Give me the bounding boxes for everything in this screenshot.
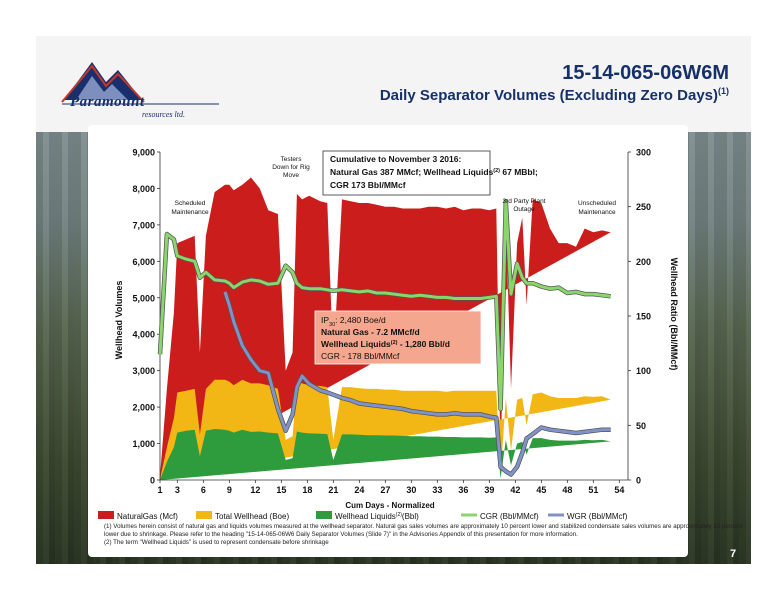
x-tick-label: 24 [354, 485, 364, 495]
y-tick-label: 4,000 [132, 330, 155, 340]
svg-text:Move: Move [283, 172, 299, 179]
y2-tick-label: 150 [636, 312, 651, 322]
y-tick-label: 7,000 [132, 220, 155, 230]
wellhead-liquids-area [160, 429, 611, 480]
y-tick-label: 2,000 [132, 403, 155, 413]
svg-text:WGR (Bbl/MMcf): WGR (Bbl/MMcf) [567, 512, 628, 521]
annotation-third-party-outage: 3rd Party Plant Outage [503, 198, 546, 213]
x-tick-label: 9 [227, 485, 232, 495]
svg-text:Outage: Outage [513, 206, 535, 213]
y2-tick-label: 200 [636, 257, 651, 267]
slide-header: Paramount resources ltd. 15-14-065-06W6M… [36, 36, 751, 132]
y2-tick-label: 100 [636, 366, 651, 376]
legend-item-natural-gas: NaturalGas (Mcf) [98, 511, 178, 521]
svg-text:Down for Rig: Down for Rig [272, 164, 310, 171]
svg-text:IP30: 2,480 Boe/d: IP30: 2,480 Boe/d [321, 315, 386, 328]
wgr-line [222, 291, 611, 477]
y2-tick-label: 0 [636, 476, 641, 486]
wgr-line-stroke [223, 291, 611, 476]
y2-axis-label: Wellhead Ratio (Bbl/MMcf) [669, 258, 679, 371]
y-tick-label: 1,000 [132, 439, 155, 449]
x-tick-label: 12 [250, 485, 260, 495]
x-tick-label: 18 [302, 485, 312, 495]
svg-text:Maintenance: Maintenance [578, 209, 616, 216]
x-tick-label: 54 [614, 485, 624, 495]
company-logo [61, 62, 219, 105]
ip30-callout: IP30: 2,480 Boe/d Natural Gas - 7.2 MMcf… [314, 310, 482, 365]
x-tick-label: 6 [201, 485, 206, 495]
y-tick-label: 8,000 [132, 184, 155, 194]
y-tick-label: 9,000 [132, 148, 155, 158]
x-tick-label: 21 [328, 485, 338, 495]
cgr-line [157, 198, 611, 412]
annotation-scheduled-maintenance: Scheduled Maintenance [171, 200, 209, 216]
x-tick-label: 27 [380, 485, 390, 495]
svg-text:Wellhead Liquids(2) - 1,280 Bb: Wellhead Liquids(2) - 1,280 Bbl/d [321, 339, 450, 349]
y2-tick-label: 300 [636, 148, 651, 158]
slide-title: 15-14-065-06W6M [562, 62, 729, 84]
legend: NaturalGas (Mcf) Total Wellhead (Boe) We… [98, 511, 628, 521]
x-tick-label: 48 [562, 485, 572, 495]
x-axis-label: Cum Days - Normalized [345, 501, 434, 510]
y-tick-label: 6,000 [132, 257, 155, 267]
x-tick-label: 1 [157, 485, 162, 495]
annotation-testers: Testers Down for Rig Move [272, 156, 310, 179]
x-tick-label: 42 [510, 485, 520, 495]
svg-text:Wellhead Liquids(2)(Bbl): Wellhead Liquids(2)(Bbl) [335, 512, 419, 521]
page-number: 7 [730, 548, 737, 560]
svg-text:NaturalGas (Mcf): NaturalGas (Mcf) [117, 512, 178, 521]
x-tick-label: 39 [484, 485, 494, 495]
x-tick-label: 30 [406, 485, 416, 495]
svg-text:Testers: Testers [281, 156, 303, 163]
legend-item-cgr: CGR (Bbl/MMcf) [461, 512, 539, 521]
svg-text:Natural Gas 387 MMcf; Wellhead: Natural Gas 387 MMcf; Wellhead Liquids(2… [330, 167, 538, 177]
svg-text:3rd Party Plant: 3rd Party Plant [503, 198, 546, 205]
x-tick-label: 45 [536, 485, 546, 495]
footnote-1-cont: lower due to shrinkage. Please refer to … [104, 531, 578, 538]
svg-text:Scheduled: Scheduled [175, 200, 206, 207]
y2-tick-label: 250 [636, 202, 651, 212]
x-tick-label: 51 [588, 485, 598, 495]
legend-item-wellhead-liquids: Wellhead Liquids(2)(Bbl) [316, 511, 419, 521]
y2-tick-label: 50 [636, 421, 646, 431]
footnote-2: (2) The term "Wellhead Liquids" is used … [104, 539, 329, 546]
x-tick-label: 33 [432, 485, 442, 495]
legend-item-wgr: WGR (Bbl/MMcf) [548, 512, 628, 521]
logo-subtitle: resources ltd. [142, 110, 185, 119]
y-tick-label: 0 [150, 476, 155, 486]
svg-text:Natural Gas - 7.2 MMcf/d: Natural Gas - 7.2 MMcf/d [321, 327, 420, 337]
y-axis-label: Wellhead Volumes [114, 281, 124, 360]
cgr-line-stroke [158, 199, 611, 411]
footnote-1: (1) Volumes herein consist of natural ga… [104, 523, 743, 530]
cumulative-callout: Cumulative to November 3 2016: Natural G… [322, 150, 538, 196]
svg-text:Unscheduled: Unscheduled [578, 200, 616, 207]
svg-text:Total Wellhead (Boe): Total Wellhead (Boe) [215, 512, 289, 521]
annotation-unscheduled-maintenance: Unscheduled Maintenance [578, 200, 616, 216]
legend-item-total-wellhead: Total Wellhead (Boe) [196, 511, 289, 521]
svg-text:Cumulative to November 3 2016:: Cumulative to November 3 2016: [330, 154, 461, 164]
svg-text:CGR 173 Bbl/MMcf: CGR 173 Bbl/MMcf [330, 180, 406, 190]
x-tick-label: 3 [175, 485, 180, 495]
y-tick-label: 5,000 [132, 293, 155, 303]
x-tick-label: 15 [276, 485, 286, 495]
logo-wordmark: Paramount [70, 94, 145, 110]
svg-text:CGR (Bbl/MMcf): CGR (Bbl/MMcf) [480, 512, 539, 521]
svg-text:CGR - 178 Bbl/MMcf: CGR - 178 Bbl/MMcf [321, 351, 400, 361]
slide-subtitle: Daily Separator Volumes (Excluding Zero … [379, 86, 729, 104]
x-tick-label: 36 [458, 485, 468, 495]
y-tick-label: 3,000 [132, 366, 155, 376]
svg-text:Maintenance: Maintenance [171, 209, 209, 216]
